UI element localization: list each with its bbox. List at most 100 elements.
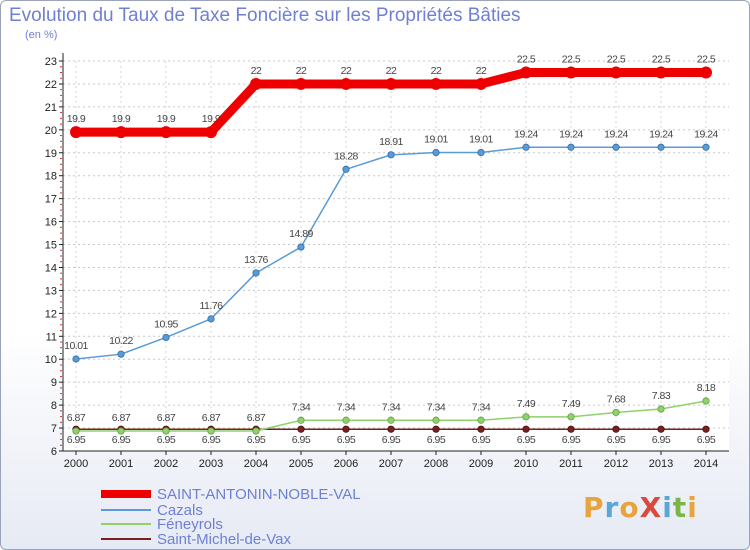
data-label: 22.5	[652, 53, 671, 65]
y-tick-label: 8	[51, 400, 57, 412]
series-point-0	[700, 66, 712, 79]
series-point-1	[657, 143, 665, 151]
data-label: 6.87	[202, 412, 221, 424]
data-label: 11.76	[200, 300, 224, 312]
logo-letter: t	[672, 491, 688, 524]
x-tick-label: 2001	[109, 458, 133, 470]
y-tick-label: 9	[51, 377, 57, 389]
data-label: 6.95	[697, 434, 716, 446]
data-label: 19.24	[649, 128, 673, 140]
data-label: 19.9	[112, 113, 131, 125]
logo-letter: X	[639, 491, 663, 524]
series-point-3	[477, 425, 485, 433]
y-tick-label: 16	[45, 217, 57, 229]
legend-swatch-feneyrols	[101, 523, 151, 525]
series-point-0	[295, 77, 307, 90]
series-point-3	[567, 425, 575, 433]
legend-swatch-saint-michel	[101, 538, 151, 540]
data-label: 22.5	[517, 53, 536, 65]
x-tick-label: 2002	[154, 458, 178, 470]
data-label: 6.95	[292, 434, 311, 446]
x-tick-label: 2006	[334, 458, 358, 470]
series-point-0	[385, 77, 397, 90]
data-label: 7.34	[427, 401, 446, 413]
series-point-0	[475, 77, 487, 90]
series-point-3	[342, 425, 350, 433]
series-point-2	[657, 405, 665, 413]
series-point-2	[387, 416, 395, 424]
data-label: 6.95	[517, 434, 536, 446]
y-tick-label: 11	[46, 331, 57, 343]
data-label: 18.28	[334, 150, 358, 162]
data-label: 6.95	[607, 434, 626, 446]
series-point-2	[342, 416, 350, 424]
data-label: 22	[386, 65, 397, 77]
legend-label-saint-michel: Saint-Michel-de-Vax	[157, 531, 291, 548]
series-point-3	[612, 425, 620, 433]
series-point-0	[610, 66, 622, 79]
data-label: 6.87	[157, 412, 176, 424]
data-label: 19.9	[202, 113, 221, 125]
series-point-1	[297, 243, 305, 251]
data-label: 10.95	[154, 318, 178, 330]
legend-item-saint-antonin: SAINT-ANTONIN-NOBLE-VAL	[101, 486, 431, 503]
series-point-3	[432, 425, 440, 433]
series-point-0	[565, 66, 577, 79]
series-point-1	[612, 143, 620, 151]
legend-label-feneyrols: Féneyrols	[157, 516, 223, 533]
x-tick-label: 2013	[649, 458, 673, 470]
y-tick-label: 14	[45, 262, 57, 274]
series-point-2	[522, 413, 530, 421]
data-label: 22.5	[562, 53, 581, 65]
series-point-1	[387, 151, 395, 159]
y-tick-label: 7	[51, 423, 57, 435]
data-label: 19.01	[424, 134, 448, 146]
series-point-0	[250, 77, 262, 90]
data-label: 22.5	[697, 53, 716, 65]
unit-label: (en %)	[25, 29, 58, 41]
data-label: 7.34	[337, 401, 356, 413]
data-label: 10.01	[64, 340, 88, 352]
data-label: 7.68	[607, 393, 626, 405]
y-tick-label: 15	[45, 240, 57, 252]
x-tick-label: 2004	[244, 458, 268, 470]
series-point-1	[207, 315, 215, 323]
data-label: 19.01	[469, 134, 493, 146]
legend-item-saint-michel: Saint-Michel-de-Vax	[101, 531, 431, 548]
series-point-2	[207, 427, 215, 435]
series-point-3	[387, 425, 395, 433]
series-point-0	[520, 66, 532, 79]
logo-letter: P	[583, 491, 605, 524]
data-label: 6.87	[112, 412, 131, 424]
x-tick-label: 2010	[514, 458, 538, 470]
series-point-1	[72, 355, 80, 363]
data-label: 6.95	[67, 434, 86, 446]
data-label: 22	[476, 65, 487, 77]
data-label: 19.9	[67, 113, 86, 125]
series-point-2	[162, 427, 170, 435]
x-tick-label: 2003	[199, 458, 223, 470]
chart-title: Evolution du Taux de Taxe Foncière sur l…	[9, 5, 521, 26]
data-label: 7.34	[292, 401, 311, 413]
series-point-2	[567, 413, 575, 421]
y-tick-label: 10	[45, 354, 57, 366]
series-point-2	[117, 427, 125, 435]
series-point-1	[342, 165, 350, 173]
legend-label-cazals: Cazals	[157, 502, 203, 519]
series-point-1	[522, 143, 530, 151]
series-point-1	[432, 148, 440, 157]
data-label: 7.49	[562, 398, 581, 410]
series-point-3	[657, 425, 665, 433]
data-label: 8.18	[697, 382, 716, 394]
series-point-1	[117, 350, 125, 358]
series-point-2	[432, 416, 440, 424]
data-label: 6.95	[382, 434, 401, 446]
y-tick-label: 13	[45, 285, 57, 297]
y-tick-label: 17	[45, 194, 57, 206]
data-label: 6.95	[337, 434, 356, 446]
data-label: 19.24	[559, 128, 583, 140]
legend-item-feneyrols: Féneyrols	[101, 516, 431, 533]
series-point-0	[115, 126, 127, 139]
data-label: 6.95	[112, 434, 131, 446]
